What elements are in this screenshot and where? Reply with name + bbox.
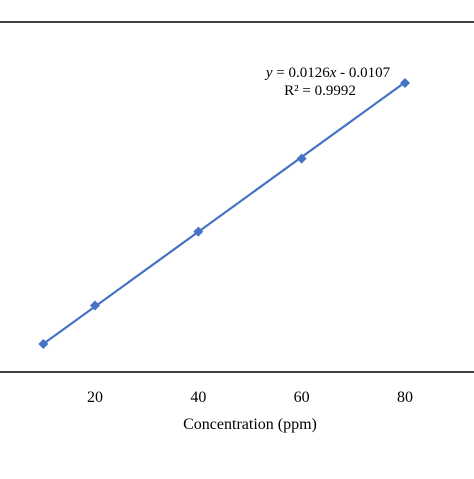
equation-x-var: x (329, 65, 337, 81)
data-point-2 (90, 300, 100, 311)
data-points-layer (38, 78, 410, 349)
data-point-4 (296, 153, 307, 164)
equation-slope: = 0.0126 (273, 65, 331, 81)
r-squared-label: R² = 0.9992 (284, 83, 356, 99)
x-tick-label-80: 80 (397, 389, 413, 406)
data-point-1 (38, 339, 49, 349)
x-axis-title: Concentration (ppm) (183, 416, 317, 433)
x-tick-labels: 20 40 60 80 (87, 389, 413, 406)
x-tick-label-60: 60 (294, 389, 310, 406)
data-point-5 (400, 78, 410, 88)
equation-y-var: y (264, 65, 273, 81)
equation-intercept: - 0.0107 (336, 65, 390, 81)
x-tick-label-20: 20 (87, 389, 103, 406)
trendline-layer (42, 81, 406, 345)
data-point-3 (193, 226, 204, 237)
linear-trendline (42, 81, 406, 345)
x-tick-label-40: 40 (190, 389, 206, 406)
trendline-equation: y = 0.0126x - 0.0107 (264, 65, 391, 81)
